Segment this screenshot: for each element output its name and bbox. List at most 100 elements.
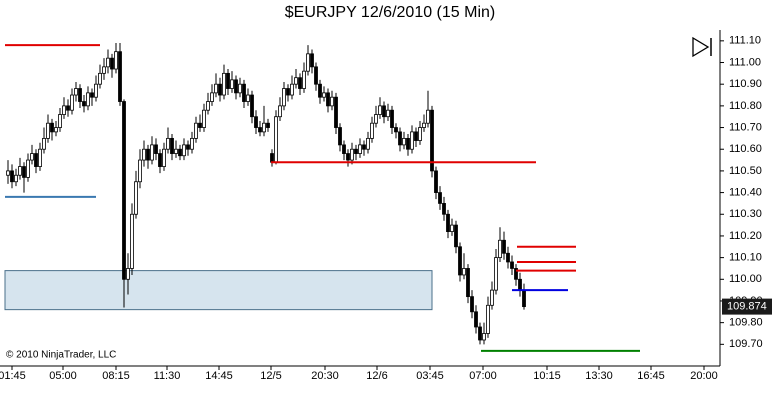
copyright: © 2010 NinjaTrader, LLC: [6, 350, 116, 361]
candle-body: [510, 261, 514, 269]
candle-body: [338, 127, 342, 146]
x-tick-label: 07:00: [469, 370, 497, 382]
candle-body: [478, 326, 482, 341]
candle-body: [218, 83, 222, 96]
candle-body: [38, 148, 42, 167]
candle-body: [514, 268, 518, 280]
candle-body: [438, 192, 442, 204]
zone: [4, 270, 433, 311]
candle-body: [166, 137, 170, 150]
candle-body: [122, 101, 126, 280]
candle-body: [42, 137, 46, 150]
y-tick-label: 110.10: [729, 252, 762, 264]
candle-body: [310, 53, 314, 68]
candle-body: [106, 57, 110, 68]
x-tick-label: 05:00: [49, 370, 77, 382]
candle-body: [190, 137, 194, 150]
candle-body: [54, 127, 58, 133]
candle-body: [230, 79, 234, 89]
candle-body: [486, 304, 490, 334]
candle-body: [322, 92, 326, 98]
candle-body: [266, 122, 270, 128]
y-tick-label: 110.80: [729, 100, 762, 112]
x-tick-label: 11:30: [154, 370, 181, 382]
candle-body: [174, 148, 178, 154]
play-icon[interactable]: [692, 36, 712, 58]
candle-body: [398, 131, 402, 146]
candle-body: [422, 122, 426, 128]
candle-body: [186, 144, 190, 150]
candle-body: [454, 224, 458, 248]
candle-body: [98, 72, 102, 85]
candle-body: [498, 239, 502, 259]
candle-body: [362, 144, 366, 150]
y-tick-label: 110.30: [729, 208, 762, 220]
candle-body: [126, 268, 130, 280]
candle-body: [506, 252, 510, 263]
candle-body: [134, 181, 138, 215]
candle-body: [198, 122, 202, 128]
candle-body: [314, 66, 318, 85]
candle-body: [74, 88, 78, 96]
y-tick-label: 109.70: [729, 338, 763, 350]
candle-body: [50, 122, 54, 133]
y-tick-label: 109.80: [729, 317, 763, 329]
candle-body: [210, 92, 214, 102]
candle-body: [158, 153, 162, 167]
candle-body: [206, 101, 210, 111]
candle-body: [350, 148, 354, 161]
x-tick-label: 16:45: [637, 370, 665, 382]
y-tick-label: 110.00: [729, 273, 762, 285]
candle-body: [282, 88, 286, 107]
candle-body: [90, 92, 94, 98]
y-tick-label: 110.20: [729, 230, 762, 242]
candle-body: [242, 83, 246, 102]
candle-body: [458, 246, 462, 276]
candle-body: [58, 114, 62, 128]
candle-body: [278, 105, 282, 118]
icon-triangle: [692, 36, 710, 58]
x-tick-label: 12/6: [366, 370, 387, 382]
candle-body: [490, 289, 494, 306]
candle-body: [374, 114, 378, 124]
candle-body: [466, 268, 470, 298]
candle-body: [182, 144, 186, 157]
candle-body: [370, 122, 374, 139]
candle-body: [70, 94, 74, 111]
candle-body: [298, 77, 302, 89]
candle-body: [246, 94, 250, 102]
candle-body: [358, 144, 362, 154]
candle-body: [386, 109, 390, 118]
candle-body: [78, 88, 82, 102]
y-tick-label: 110.60: [729, 143, 762, 155]
candle-body: [410, 131, 414, 150]
candle-body: [26, 159, 30, 178]
candle-body: [474, 311, 478, 328]
candle-body: [326, 92, 330, 107]
x-tick-label: 20:30: [311, 370, 339, 382]
y-tick-label: 110.40: [729, 186, 762, 198]
candle-body: [86, 92, 90, 107]
candle-body: [250, 94, 254, 118]
candle-body: [22, 166, 26, 178]
candle-body: [390, 109, 394, 128]
candle-body: [202, 109, 206, 128]
candle-body: [146, 148, 150, 161]
candle-body: [274, 116, 278, 163]
candle-body: [334, 96, 338, 128]
candle-body: [66, 105, 70, 111]
candle-body: [6, 170, 10, 176]
x-tick-label: 01:45: [0, 370, 26, 382]
x-tick-label: 20:00: [690, 370, 718, 382]
candle-body: [138, 159, 142, 183]
candle-body: [262, 122, 266, 133]
candle-body: [18, 166, 22, 176]
candle-body: [254, 116, 258, 128]
y-tick-label: 111.00: [729, 56, 761, 68]
y-tick-label: 110.90: [729, 78, 762, 90]
candle-body: [14, 174, 18, 183]
candle-body: [446, 213, 450, 233]
candle-body: [82, 101, 86, 107]
candle-body: [522, 289, 526, 308]
